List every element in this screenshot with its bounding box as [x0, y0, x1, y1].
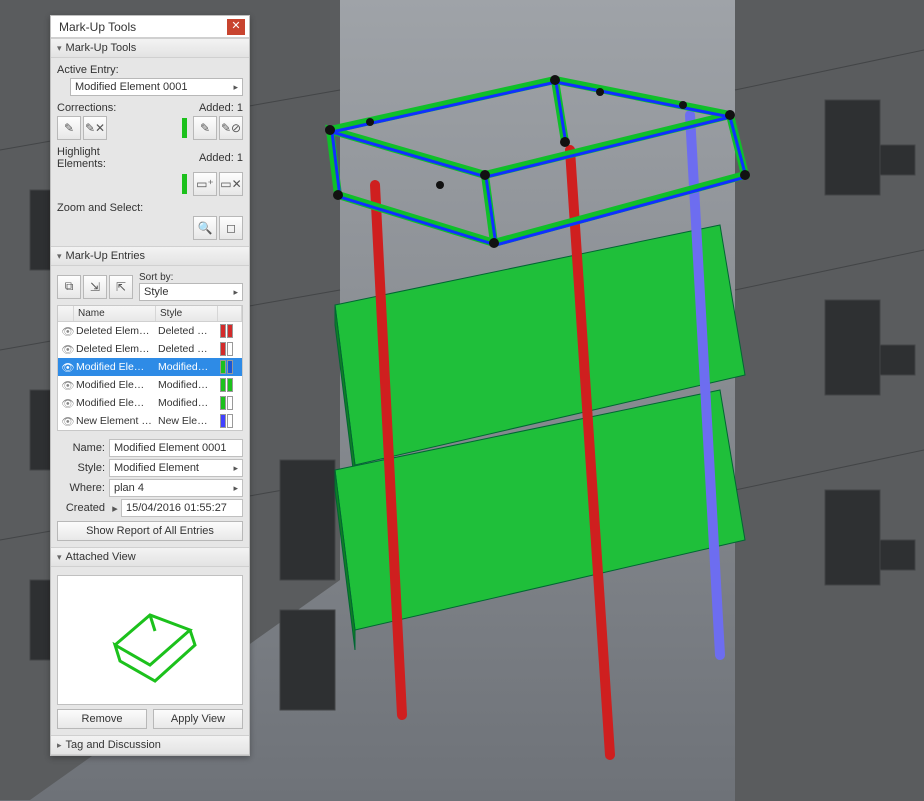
section-tools-body: Active Entry: Modified Element 0001 Corr…: [51, 58, 249, 246]
correction-accept-button[interactable]: ✎: [57, 116, 81, 140]
section-tag-head[interactable]: ▸ Tag and Discussion: [51, 735, 249, 755]
section-tools-title: Mark-Up Tools: [66, 42, 137, 54]
correction-color-chip: [182, 118, 187, 138]
prop-where-label: Where:: [57, 482, 109, 494]
entry-name: Modified Ele…: [76, 361, 158, 373]
prop-created-label: Created: [57, 502, 109, 514]
entry-row[interactable]: 👁Modified Ele…Modified…: [58, 358, 242, 376]
visibility-icon[interactable]: 👁: [60, 415, 76, 428]
entry-new-button[interactable]: ⧉: [57, 275, 81, 299]
active-entry-label: Active Entry:: [57, 64, 119, 76]
attached-view-thumbnail[interactable]: [57, 575, 243, 705]
entry-colors: [218, 324, 240, 338]
active-entry-value: Modified Element 0001: [75, 81, 188, 93]
calendar-icon[interactable]: ▸: [109, 502, 121, 515]
sort-dropdown[interactable]: Style: [139, 283, 243, 301]
highlight-added: Added: 1: [199, 152, 243, 164]
entry-row[interactable]: 👁Modified Ele…Modified…: [58, 376, 242, 394]
highlight-color-chip: [182, 174, 187, 194]
prop-name-label: Name:: [57, 442, 109, 454]
section-tools-head[interactable]: ▾ Mark-Up Tools: [51, 38, 249, 58]
prop-style-label: Style:: [57, 462, 109, 474]
zoom-select-label: Zoom and Select:: [57, 202, 143, 214]
entry-name: Modified Ele…: [76, 397, 158, 409]
highlight-remove-button[interactable]: ▭✕: [219, 172, 243, 196]
sort-label: Sort by:: [139, 272, 243, 283]
col-style: Style: [156, 306, 218, 321]
entry-colors: [218, 396, 240, 410]
section-attached-head[interactable]: ▾ Attached View: [51, 547, 249, 567]
prop-name-field[interactable]: Modified Element 0001: [109, 439, 243, 457]
sort-value: Style: [144, 286, 168, 298]
entries-list: Name Style 👁Deleted Elem…Deleted …👁Delet…: [57, 305, 243, 431]
entry-style: Modified…: [158, 361, 218, 373]
entry-row[interactable]: 👁Modified Ele…Modified…: [58, 394, 242, 412]
entry-colors: [218, 360, 240, 374]
entry-row[interactable]: 👁New Element …New Ele…: [58, 412, 242, 430]
chevron-down-icon: ▾: [57, 43, 62, 54]
col-name: Name: [74, 306, 156, 321]
section-entries-head[interactable]: ▾ Mark-Up Entries: [51, 246, 249, 266]
visibility-icon[interactable]: 👁: [60, 379, 76, 392]
markup-panel: Mark-Up Tools ✕ ▾ Mark-Up Tools Active E…: [50, 15, 250, 756]
entry-row[interactable]: 👁Deleted Elem…Deleted …: [58, 340, 242, 358]
prop-style-dropdown[interactable]: Modified Element: [109, 459, 243, 477]
visibility-icon[interactable]: 👁: [60, 361, 76, 374]
section-tag-title: Tag and Discussion: [66, 739, 161, 751]
entry-style: Deleted …: [158, 325, 218, 337]
entry-colors: [218, 414, 240, 428]
chevron-right-icon: ▸: [57, 740, 62, 751]
entry-style: Modified…: [158, 397, 218, 409]
entry-name: Modified Ele…: [76, 379, 158, 391]
entry-row[interactable]: 👁Deleted Elem…Deleted …: [58, 322, 242, 340]
show-report-button[interactable]: Show Report of All Entries: [57, 521, 243, 541]
correction-remove-button[interactable]: ✎⊘: [219, 116, 243, 140]
section-attached-title: Attached View: [66, 551, 136, 563]
corrections-label: Corrections:: [57, 102, 116, 114]
corrections-added: Added: 1: [199, 102, 243, 114]
close-icon[interactable]: ✕: [227, 19, 245, 35]
correction-add-button[interactable]: ✎: [193, 116, 217, 140]
zoom-button[interactable]: 🔍: [193, 216, 217, 240]
section-entries-title: Mark-Up Entries: [66, 250, 145, 262]
active-entry-dropdown[interactable]: Modified Element 0001: [70, 78, 243, 96]
entry-name: Deleted Elem…: [76, 325, 158, 337]
select-button[interactable]: ◻: [219, 216, 243, 240]
entry-import-button[interactable]: ⇲: [83, 275, 107, 299]
panel-titlebar[interactable]: Mark-Up Tools ✕: [51, 16, 249, 38]
entry-colors: [218, 342, 240, 356]
prop-created-field: 15/04/2016 01:55:27: [121, 499, 243, 517]
section-entries-body: ⧉ ⇲ ⇱ Sort by: Style Name Style 👁Deleted…: [51, 266, 249, 547]
entry-style: Modified…: [158, 379, 218, 391]
entry-style: New Ele…: [158, 415, 218, 427]
remove-view-button[interactable]: Remove: [57, 709, 147, 729]
visibility-icon[interactable]: 👁: [60, 325, 76, 338]
entry-name: New Element …: [76, 415, 158, 427]
panel-title: Mark-Up Tools: [59, 20, 227, 34]
chevron-down-icon: ▾: [57, 552, 62, 563]
highlight-label: Highlight Elements:: [57, 146, 106, 170]
entry-colors: [218, 378, 240, 392]
entry-style: Deleted …: [158, 343, 218, 355]
chevron-down-icon: ▾: [57, 251, 62, 262]
section-attached-body: Remove Apply View: [51, 567, 249, 735]
highlight-add-button[interactable]: ▭⁺: [193, 172, 217, 196]
apply-view-button[interactable]: Apply View: [153, 709, 243, 729]
entry-name: Deleted Elem…: [76, 343, 158, 355]
visibility-icon[interactable]: 👁: [60, 343, 76, 356]
prop-where-dropdown[interactable]: plan 4: [109, 479, 243, 497]
entries-column-header: Name Style: [58, 306, 242, 322]
entry-export-button[interactable]: ⇱: [109, 275, 133, 299]
correction-reject-button[interactable]: ✎✕: [83, 116, 107, 140]
visibility-icon[interactable]: 👁: [60, 397, 76, 410]
